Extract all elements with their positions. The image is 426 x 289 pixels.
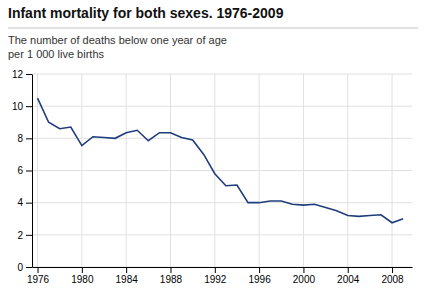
x-tick: 1996: [248, 267, 271, 285]
y-tick: 2: [17, 230, 32, 241]
y-tick: 0: [17, 262, 32, 273]
y-tick-label: 4: [17, 197, 23, 208]
title: Infant mortality for both sexes. 1976-20…: [8, 5, 284, 21]
x-tick: 2004: [337, 267, 360, 285]
x-tick-mark: [38, 267, 39, 273]
y-tick-label: 0: [17, 262, 23, 273]
x-tick-label: 1996: [248, 274, 271, 285]
y-tick-mark: [26, 74, 32, 75]
x-tick-label: 1992: [204, 274, 227, 285]
x-tick-mark: [215, 267, 216, 273]
y-tick-label: 10: [12, 101, 24, 112]
grid-line-y: [32, 267, 412, 268]
y-axis: 0 2 4 6 8 10 12: [12, 69, 33, 273]
subtitle: per 1 000 live births: [8, 48, 104, 60]
x-tick: 2000: [293, 267, 316, 285]
grid-line-x: [81, 74, 82, 267]
y-tick-mark: [26, 171, 32, 172]
grid-line-y: [32, 138, 412, 139]
x-tick-label: 2008: [381, 274, 404, 285]
x-tick-mark: [348, 267, 349, 273]
grid-line-x: [37, 74, 38, 267]
x-tick: 1992: [204, 267, 227, 285]
grid-line-x: [214, 74, 215, 267]
x-tick-label: 2004: [337, 274, 360, 285]
y-axis-line: [32, 75, 33, 268]
marks: [38, 98, 404, 223]
grid-line-y: [32, 106, 412, 107]
x-tick-label: 1976: [27, 274, 50, 285]
x-tick-mark: [259, 267, 260, 273]
y-tick-label: 2: [17, 230, 23, 241]
y-tick-label: 8: [17, 133, 23, 144]
grid-line-x: [303, 74, 304, 267]
x-tick: 2008: [381, 267, 404, 285]
x-tick: 1980: [71, 267, 94, 285]
title-rule: [8, 28, 418, 29]
line: [38, 98, 404, 223]
y-tick-mark: [26, 267, 32, 268]
grid-line-x: [392, 74, 393, 267]
x-tick-label: 2000: [293, 274, 316, 285]
x-tick-mark: [170, 267, 171, 273]
x-tick: 1984: [116, 267, 139, 285]
y-tick: 10: [12, 101, 32, 112]
grid-line-x: [170, 74, 171, 267]
grid-line-x: [126, 74, 127, 267]
y-tick-mark: [26, 138, 32, 139]
grid-line-y: [32, 170, 412, 171]
x-axis: 1976 1980 1984 1988 1992 1996 2000 2004 2008: [27, 267, 413, 285]
grid: [32, 74, 412, 267]
y-tick: 4: [17, 197, 32, 208]
y-tick: 12: [12, 69, 32, 80]
grid-line-y: [32, 74, 412, 75]
plot: 1976 1980 1984 1988 1992 1996 2000 2004 2008 0 2 4 6…: [12, 69, 413, 285]
x-tick-mark: [82, 267, 83, 273]
y-tick-mark: [26, 203, 32, 204]
y-tick-mark: [26, 235, 32, 236]
x-axis-line: [33, 267, 413, 268]
y-tick: 6: [17, 165, 32, 176]
x-tick-mark: [392, 267, 393, 273]
grid-line-y: [32, 202, 412, 203]
y-tick: 8: [17, 133, 32, 144]
x-tick-label: 1984: [116, 274, 139, 285]
x-tick: 1976: [27, 267, 50, 285]
y-tick-label: 6: [17, 165, 23, 176]
y-tick-mark: [26, 106, 32, 107]
x-tick-mark: [303, 267, 304, 273]
x-tick: 1988: [160, 267, 183, 285]
grid-line-x: [347, 74, 348, 267]
x-tick-label: 1988: [160, 274, 183, 285]
subtitle: The number of deaths below one year of a…: [8, 34, 227, 46]
x-tick-label: 1980: [71, 274, 94, 285]
grid-line-y: [32, 234, 412, 235]
x-tick-mark: [126, 267, 127, 273]
y-tick-label: 12: [12, 69, 24, 80]
chart: Infant mortality for both sexes. 1976-20…: [0, 0, 426, 289]
grid-line-x: [259, 74, 260, 267]
